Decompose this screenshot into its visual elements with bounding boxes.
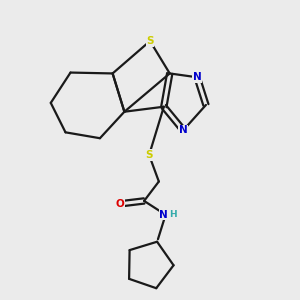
Text: H: H — [169, 210, 176, 219]
Text: S: S — [146, 150, 153, 160]
Text: S: S — [146, 36, 154, 46]
Text: O: O — [115, 199, 124, 209]
Text: N: N — [193, 72, 202, 82]
Text: N: N — [179, 125, 188, 135]
Text: N: N — [159, 210, 168, 220]
